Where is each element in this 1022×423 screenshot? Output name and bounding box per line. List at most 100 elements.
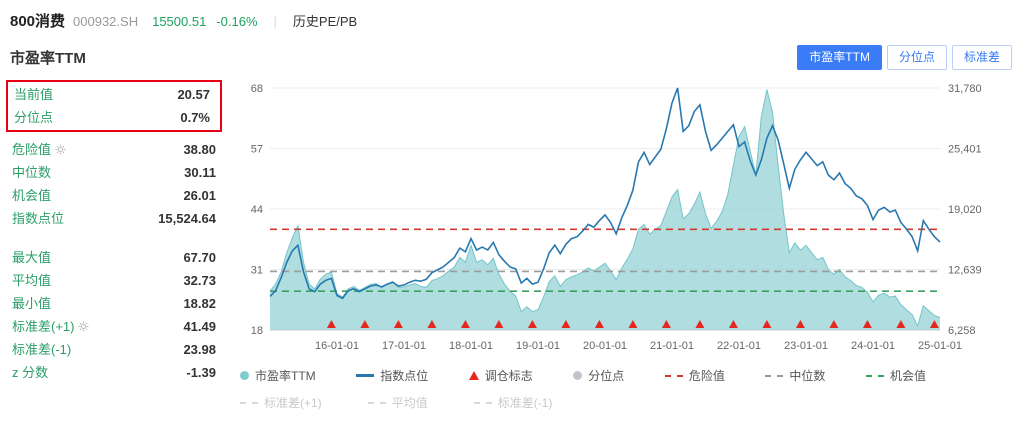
legend-item-danger[interactable]: 危险值	[664, 367, 725, 384]
legend-label: 机会值	[889, 369, 926, 383]
legend-item-opportunity[interactable]: 机会值	[865, 367, 926, 384]
stat-value: 18.82	[183, 296, 216, 311]
chart-legend-row1: 市盈率TTM 指数点位 调仓标志 分位点 危险值 中位数 机会值	[226, 367, 1022, 384]
rebalance-marker	[326, 320, 336, 328]
stat-label: 分位点	[14, 110, 54, 125]
history-pepb-link[interactable]: 历史PE/PB	[292, 14, 358, 29]
legend-label: 市盈率TTM	[255, 369, 316, 383]
section-title: 市盈率TTM	[10, 50, 86, 67]
stat-row-danger-value: 危险值 38.80	[6, 138, 226, 161]
tab-percentile[interactable]: 分位点	[886, 45, 947, 70]
rebalance-marker	[628, 320, 638, 328]
legend-label: 中位数	[789, 369, 826, 383]
rebalance-marker	[527, 320, 537, 328]
stat-row-current-value: 当前值 20.57	[8, 83, 220, 106]
stat-row-std-minus1: 标准差(-1) 23.98	[6, 338, 226, 361]
triangle-icon	[468, 371, 479, 380]
stat-label: 最大值	[12, 250, 52, 265]
rebalance-marker	[561, 320, 571, 328]
gear-icon[interactable]	[55, 144, 66, 155]
dot-marker-icon	[573, 371, 583, 380]
legend-label: 分位点	[588, 369, 625, 383]
stat-label: 危险值	[12, 142, 66, 157]
x-axis-tick: 20-01-01	[583, 340, 627, 352]
stat-value: 30.11	[184, 165, 216, 180]
rebalance-marker	[661, 320, 671, 328]
stat-value: 67.70	[183, 250, 216, 265]
dash-marker-icon	[664, 374, 683, 377]
legend-label: 危险值	[688, 369, 725, 383]
index-code: 000932.SH	[73, 14, 139, 29]
vertical-divider: |	[273, 14, 277, 29]
legend-item-rebalance[interactable]: 调仓标志	[468, 367, 533, 384]
stat-value: 20.57	[177, 87, 210, 102]
stat-value: 15,524.64	[158, 211, 216, 226]
left-axis-tick: 57	[251, 144, 263, 156]
right-axis-tick: 12,639	[948, 265, 982, 277]
legend-label: 指数点位	[380, 369, 429, 383]
dot-marker-icon	[240, 371, 249, 380]
right-axis-tick: 25,401	[948, 144, 982, 156]
rebalance-marker	[762, 320, 772, 328]
legend-item-std-plus1[interactable]: 标准差(+1)	[240, 394, 322, 411]
rebalance-marker	[929, 320, 939, 328]
rebalance-marker	[427, 320, 437, 328]
left-axis-tick: 68	[251, 83, 263, 95]
metric-tabs: 市盈率TTM 分位点 标准差	[797, 45, 1012, 70]
tab-std[interactable]: 标准差	[951, 45, 1012, 70]
stat-row-percentile: 分位点 0.7%	[8, 106, 220, 129]
legend-item-std-minus1[interactable]: 标准差(-1)	[473, 394, 553, 411]
legend-item-percentile[interactable]: 分位点	[573, 367, 624, 384]
stat-row-min: 最小值 18.82	[6, 292, 226, 315]
chart-legend-row2: 标准差(+1) 平均值 标准差(-1)	[226, 394, 1022, 411]
legend-item-index-points[interactable]: 指数点位	[356, 367, 428, 384]
dash-marker-icon	[367, 401, 386, 404]
rebalance-marker	[829, 320, 839, 328]
legend-label: 调仓标志	[484, 369, 533, 383]
stats-panel: 当前值 20.57 分位点 0.7% 危险值 38.80 中位数 30.11 机…	[6, 74, 226, 411]
gear-icon[interactable]	[78, 321, 89, 332]
legend-label: 标准差(-1)	[497, 396, 553, 410]
legend-item-median[interactable]: 中位数	[765, 367, 825, 384]
tab-pe-ttm[interactable]: 市盈率TTM	[797, 45, 882, 70]
rebalance-marker	[393, 320, 403, 328]
stat-label: 中位数	[12, 165, 52, 180]
rebalance-marker	[862, 320, 872, 328]
legend-item-mean[interactable]: 平均值	[367, 394, 428, 411]
stat-label: 平均值	[12, 273, 52, 288]
stat-value: 41.49	[183, 319, 216, 334]
x-axis-tick: 22-01-01	[717, 340, 761, 352]
stat-value: 23.98	[183, 342, 216, 357]
rebalance-marker	[728, 320, 738, 328]
x-axis-tick: 24-01-01	[851, 340, 895, 352]
right-axis-tick: 31,780	[948, 83, 982, 95]
section-bar: 市盈率TTM 市盈率TTM 分位点 标准差	[0, 33, 1022, 72]
left-axis-tick: 44	[251, 204, 263, 216]
stat-label: z 分数	[12, 365, 49, 380]
stat-label: 最小值	[12, 296, 52, 311]
header: 800消费 000932.SH 15500.51 -0.16% | 历史PE/P…	[0, 0, 1022, 33]
dash-marker-icon	[240, 401, 258, 404]
stat-row-std-plus1: 标准差(+1) 41.49	[6, 315, 226, 338]
rebalance-marker	[695, 320, 705, 328]
dash-marker-icon	[473, 401, 492, 404]
legend-item-pe-ttm[interactable]: 市盈率TTM	[240, 367, 316, 384]
stat-label: 当前值	[14, 87, 54, 102]
page: 800消费 000932.SH 15500.51 -0.16% | 历史PE/P…	[0, 0, 1022, 411]
legend-label: 平均值	[391, 396, 428, 410]
rebalance-marker	[460, 320, 470, 328]
index-value: 15500.51	[152, 14, 207, 29]
stat-row-mean: 平均值 32.73	[6, 269, 226, 292]
x-axis-tick: 17-01-01	[382, 340, 426, 352]
stat-label: 机会值	[12, 188, 52, 203]
main: 当前值 20.57 分位点 0.7% 危险值 38.80 中位数 30.11 机…	[0, 72, 1022, 411]
stat-value: 26.01	[183, 188, 216, 203]
stat-value: 38.80	[183, 142, 216, 157]
x-axis-tick: 19-01-01	[516, 340, 560, 352]
index-change: -0.16%	[216, 14, 258, 29]
chart-area: 68 31,780 57 25,401 44 19,020 31 12,639 18 6,258 1…	[226, 74, 1022, 411]
stat-row-max: 最大值 67.70	[6, 246, 226, 269]
right-axis-tick: 19,020	[948, 204, 982, 216]
stat-value: -1.39	[186, 365, 216, 380]
x-axis-tick: 18-01-01	[449, 340, 493, 352]
